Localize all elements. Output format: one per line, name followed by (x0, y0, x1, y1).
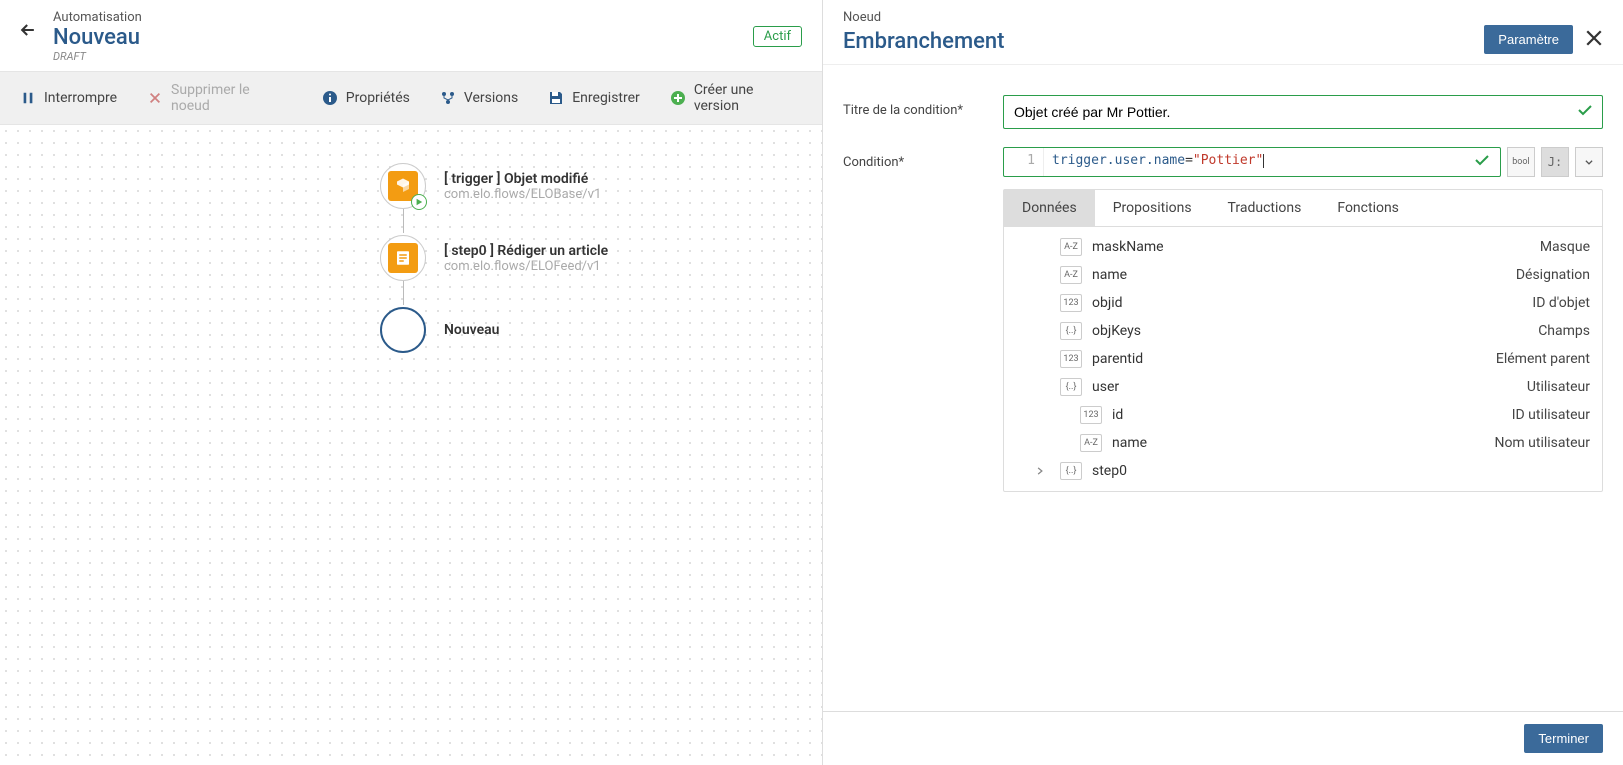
chevron-right-icon[interactable] (1030, 466, 1050, 476)
data-desc: Utilisateur (1527, 379, 1590, 395)
data-row-objid[interactable]: 123 objid ID d'objet (1004, 289, 1602, 317)
chevron-down-icon (1584, 157, 1594, 167)
data-desc: Masque (1540, 239, 1590, 255)
status-badge: Actif (753, 26, 802, 47)
data-key: step0 (1092, 463, 1127, 479)
interrupt-label: Interrompre (44, 90, 117, 106)
code-token-string: "Pottier" (1193, 153, 1263, 168)
type-badge: 123 (1060, 350, 1082, 368)
data-desc: ID utilisateur (1512, 407, 1590, 423)
properties-button[interactable]: Propriétés (322, 90, 410, 106)
data-row-objkeys[interactable]: {..} objKeys Champs (1004, 317, 1602, 345)
close-panel-button[interactable] (1585, 29, 1603, 51)
data-desc: Désignation (1516, 267, 1590, 283)
delete-node-button[interactable]: Supprimer le noeud (147, 82, 292, 114)
data-key: maskName (1092, 239, 1164, 255)
type-badge: 123 (1080, 406, 1102, 424)
finish-button[interactable]: Terminer (1524, 724, 1603, 753)
type-badge: A-Z (1060, 238, 1082, 256)
node-title: Nouveau (444, 322, 499, 338)
condition-title-label: Titre de la condition* (843, 95, 1003, 118)
flow-node-new[interactable]: Nouveau (380, 307, 499, 353)
data-row-maskname[interactable]: A-Z maskName Masque (1004, 233, 1602, 261)
create-version-label: Créer une version (694, 82, 802, 114)
type-badge: A-Z (1080, 434, 1102, 452)
delete-node-label: Supprimer le noeud (171, 82, 292, 114)
condition-code-editor[interactable]: 1 trigger.user.name="Pottier" (1003, 147, 1501, 177)
save-label: Enregistrer (572, 90, 640, 106)
check-icon (1577, 102, 1593, 122)
type-badge: A-Z (1060, 266, 1082, 284)
data-desc: ID d'objet (1532, 295, 1590, 311)
close-icon (147, 90, 163, 106)
type-badge: {..} (1060, 462, 1082, 480)
data-key: id (1112, 407, 1123, 423)
parameter-button[interactable]: Paramètre (1484, 25, 1573, 54)
flow-canvas[interactable]: [ trigger ] Objet modifié com.elo.flows/… (0, 125, 822, 765)
info-icon (322, 90, 338, 106)
create-version-button[interactable]: Créer une version (670, 82, 802, 114)
node-title: [ step0 ] Rédiger un article (444, 243, 608, 259)
versions-icon (440, 90, 456, 106)
versions-label: Versions (464, 90, 518, 106)
data-key: objKeys (1092, 323, 1141, 339)
data-row-user-name[interactable]: A-Z name Nom utilisateur (1004, 429, 1602, 457)
node-title: [ trigger ] Objet modifié (444, 171, 601, 187)
data-row-parentid[interactable]: 123 parentid Elément parent (1004, 345, 1602, 373)
panel-title: Embranchement (843, 29, 1004, 54)
code-token-path: trigger.user.name (1052, 153, 1185, 168)
code-token-op: = (1185, 153, 1193, 168)
data-desc: Champs (1538, 323, 1590, 339)
versions-button[interactable]: Versions (440, 90, 518, 106)
properties-label: Propriétés (346, 90, 410, 106)
tab-functions[interactable]: Fonctions (1319, 190, 1417, 226)
line-number: 1 (1004, 148, 1044, 176)
type-badge: {..} (1060, 378, 1082, 396)
condition-title-input[interactable] (1003, 95, 1603, 129)
data-desc: Nom utilisateur (1494, 435, 1590, 451)
data-key: user (1092, 379, 1119, 395)
data-key: name (1092, 267, 1127, 283)
condition-label: Condition* (843, 147, 1003, 170)
data-key: parentid (1092, 351, 1143, 367)
data-row-name[interactable]: A-Z name Désignation (1004, 261, 1602, 289)
plus-circle-icon (670, 90, 686, 106)
save-button[interactable]: Enregistrer (548, 90, 640, 106)
close-icon (1585, 29, 1603, 47)
draft-label: DRAFT (53, 50, 142, 63)
breadcrumb-supertitle: Automatisation (53, 10, 142, 25)
text-cursor (1263, 154, 1264, 168)
data-key: name (1112, 435, 1147, 451)
document-icon (388, 243, 418, 273)
interrupt-button[interactable]: Interrompre (20, 90, 117, 106)
type-badge: {..} (1060, 322, 1082, 340)
bool-mode-button[interactable]: bool (1507, 147, 1535, 177)
js-mode-button[interactable]: J: (1541, 147, 1569, 177)
data-row-user[interactable]: {..} user Utilisateur (1004, 373, 1602, 401)
save-icon (548, 90, 564, 106)
dropdown-button[interactable] (1575, 147, 1603, 177)
pause-icon (20, 90, 36, 106)
type-badge: 123 (1060, 294, 1082, 312)
panel-supertitle: Noeud (843, 10, 1004, 25)
arrow-left-icon (18, 20, 38, 40)
tab-data[interactable]: Données (1004, 190, 1095, 226)
play-badge-icon (411, 194, 427, 210)
helper-tabs: Données Propositions Traductions Fonctio… (1004, 190, 1602, 227)
node-subtitle: com.elo.flows/ELOFeed/v1 (444, 259, 608, 274)
data-row-user-id[interactable]: 123 id ID utilisateur (1004, 401, 1602, 429)
back-button[interactable] (10, 10, 53, 44)
toolbar: Interrompre Supprimer le noeud Propriété… (0, 71, 822, 125)
flow-node-trigger[interactable]: [ trigger ] Objet modifié com.elo.flows/… (380, 163, 601, 209)
page-title: Nouveau (53, 25, 142, 50)
tab-translations[interactable]: Traductions (1210, 190, 1320, 226)
node-subtitle: com.elo.flows/ELOBase/v1 (444, 187, 601, 202)
check-icon (1474, 152, 1490, 172)
tab-proposals[interactable]: Propositions (1095, 190, 1210, 226)
data-desc: Elément parent (1496, 351, 1590, 367)
data-key: objid (1092, 295, 1123, 311)
flow-node-step0[interactable]: [ step0 ] Rédiger un article com.elo.flo… (380, 235, 608, 281)
data-row-step0[interactable]: {..} step0 (1004, 457, 1602, 485)
